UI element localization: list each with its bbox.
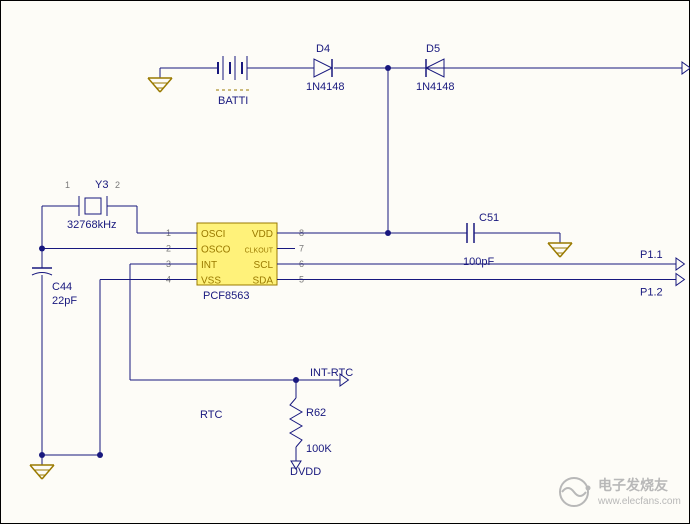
svg-text:1N4148: 1N4148	[416, 81, 455, 93]
schematic-canvas: BATTID41N4148D51N41481OSCI2OSCO3INT4VSS8…	[0, 0, 690, 524]
svg-text:32768kHz: 32768kHz	[67, 219, 117, 231]
svg-text:INT-RTC: INT-RTC	[310, 367, 353, 379]
svg-text:22pF: 22pF	[52, 295, 77, 307]
svg-text:100pF: 100pF	[463, 256, 494, 268]
svg-text:C51: C51	[479, 212, 499, 224]
svg-text:INT: INT	[201, 260, 217, 271]
svg-text:P1.2: P1.2	[640, 287, 663, 299]
svg-text:1: 1	[65, 180, 70, 190]
svg-text:PCF8563: PCF8563	[203, 290, 249, 302]
svg-text:BATTI: BATTI	[218, 95, 248, 107]
svg-text:Y3: Y3	[95, 179, 108, 191]
svg-text:R62: R62	[306, 407, 326, 419]
svg-text:VDD: VDD	[252, 229, 273, 240]
svg-text:C44: C44	[52, 281, 72, 293]
svg-text:D4: D4	[316, 43, 330, 55]
svg-text:CLKOUT: CLKOUT	[245, 248, 274, 255]
svg-text:RTC: RTC	[200, 409, 222, 421]
svg-text:P1.1: P1.1	[640, 249, 663, 261]
svg-text:2: 2	[115, 180, 120, 190]
svg-text:www.elecfans.com: www.elecfans.com	[597, 496, 681, 507]
svg-text:SDA: SDA	[252, 276, 273, 287]
svg-text:OSCO: OSCO	[201, 245, 231, 256]
svg-text:1N4148: 1N4148	[306, 81, 345, 93]
svg-text:OSCI: OSCI	[201, 229, 225, 240]
svg-text:100K: 100K	[306, 443, 332, 455]
svg-text:电子发烧友: 电子发烧友	[598, 477, 668, 493]
svg-text:D5: D5	[426, 43, 440, 55]
svg-text:7: 7	[299, 244, 304, 254]
svg-text:SCL: SCL	[254, 260, 274, 271]
svg-text:VSS: VSS	[201, 276, 221, 287]
